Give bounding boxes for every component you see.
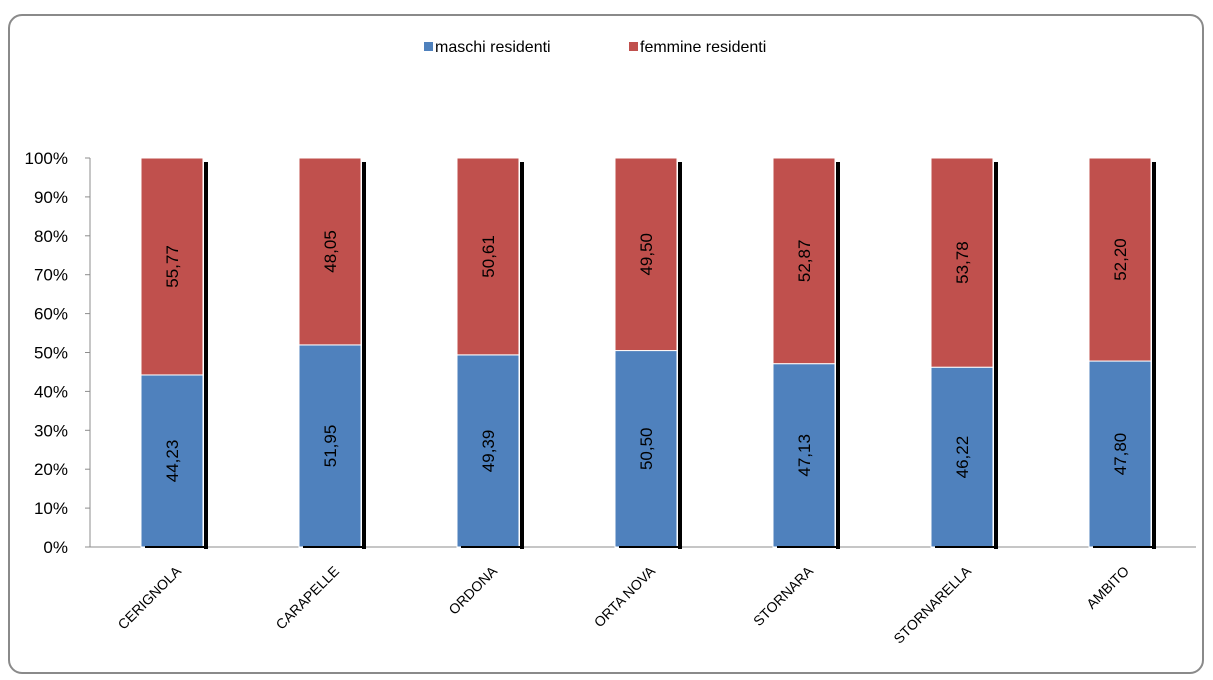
data-label: 50,61 (479, 235, 498, 278)
y-tick-label: 30% (34, 421, 68, 440)
bar-segment-femmine (1088, 157, 1152, 362)
bar-shadow-bottom (1093, 546, 1155, 548)
y-tick-label: 80% (34, 227, 68, 246)
data-label: 52,20 (1111, 238, 1130, 281)
legend-label-maschi: maschi residenti (435, 39, 551, 56)
data-label: 49,39 (479, 430, 498, 473)
bar-shadow (362, 162, 366, 549)
y-tick-label: 90% (34, 188, 68, 207)
bar-segment-maschi (930, 366, 994, 548)
category-label: ORTA NOVA (591, 562, 659, 630)
bar-segment-femmine (930, 157, 994, 368)
bar-shadow-bottom (461, 546, 523, 548)
category-label: ORDONA (445, 562, 500, 617)
bar-segment-maschi (772, 363, 836, 548)
y-tick-label: 20% (34, 460, 68, 479)
y-tick-label: 10% (34, 499, 68, 518)
bar-shadow (836, 162, 840, 549)
legend-swatch-maschi (424, 42, 433, 51)
bar-segment-femmine (140, 157, 204, 376)
data-label: 55,77 (163, 245, 182, 288)
y-tick-label: 100% (25, 149, 68, 168)
bar-shadow-bottom (145, 546, 207, 548)
bar-segment-femmine (772, 157, 836, 365)
y-tick-label: 70% (34, 266, 68, 285)
bar-segment-maschi (140, 374, 204, 548)
category-label: CERIGNOLA (114, 562, 184, 632)
bar-segment-femmine (298, 157, 362, 346)
data-label: 52,87 (795, 240, 814, 283)
y-tick-label: 50% (34, 344, 68, 363)
category-label: AMBITO (1083, 563, 1132, 612)
bar-shadow-bottom (935, 546, 997, 548)
y-tick-label: 0% (43, 538, 68, 557)
data-label: 47,80 (1111, 433, 1130, 476)
data-label: 50,50 (637, 428, 656, 471)
y-tick-label: 40% (34, 382, 68, 401)
bar-shadow (994, 162, 998, 549)
data-label: 51,95 (321, 425, 340, 468)
data-label: 44,23 (163, 440, 182, 483)
data-label: 47,13 (795, 434, 814, 477)
bar-segment-femmine (614, 157, 678, 352)
bar-segment-maschi (614, 350, 678, 548)
bar-shadow-bottom (303, 546, 365, 548)
category-label: CARAPELLE (272, 563, 342, 633)
data-label: 53,78 (953, 241, 972, 284)
legend-label-femmine: femmine residenti (640, 39, 766, 56)
bar-shadow (1152, 162, 1156, 549)
category-label: STORNARA (750, 562, 817, 629)
bar-segment-femmine (456, 157, 520, 356)
bar-segment-maschi (1088, 360, 1152, 548)
bar-shadow-bottom (619, 546, 681, 548)
category-label: STORNARELLA (890, 562, 974, 646)
bar-shadow (678, 162, 682, 549)
bar-shadow (204, 162, 208, 549)
data-label: 46,22 (953, 436, 972, 479)
bar-shadow (520, 162, 524, 549)
y-tick-label: 60% (34, 305, 68, 324)
bar-shadow-bottom (777, 546, 839, 548)
legend-swatch-femmine (629, 42, 638, 51)
data-label: 49,50 (637, 233, 656, 276)
data-label: 48,05 (321, 230, 340, 273)
